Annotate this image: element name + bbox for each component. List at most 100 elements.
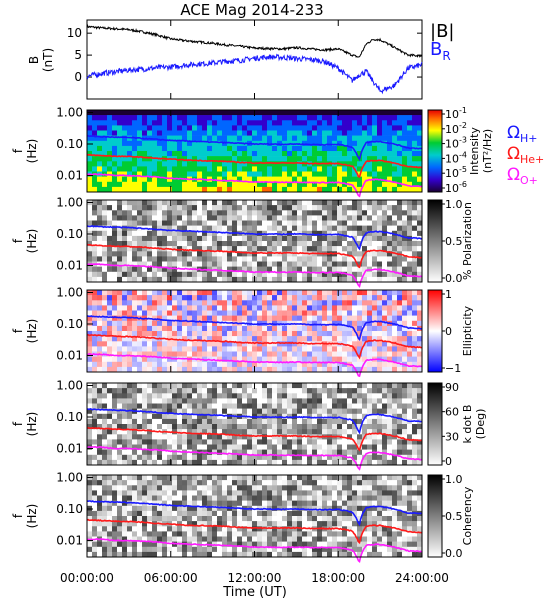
spectrogram-cell [127,300,133,306]
spectrogram-cell [102,235,108,242]
spectrogram-cell [107,310,113,316]
spectrogram-cell [147,156,153,162]
spectrogram-cell [262,541,268,547]
spectrogram-cell [267,256,273,262]
spectrogram-cell [362,449,368,455]
spectrogram-cell [127,230,133,237]
spectrogram-cell [247,225,253,231]
spectrogram-cell [202,115,208,121]
spectrogram-cell [277,305,283,311]
spectrogram-cell [352,315,358,321]
spectrogram-cell [187,424,193,430]
spectrogram-cell [317,424,323,430]
spectrogram-cell [402,424,408,430]
spectrogram-cell [222,140,228,147]
spectrogram-cell [407,215,413,221]
spectrogram-cell [392,366,398,373]
spectrogram-cell [177,315,183,321]
spectrogram-cell [342,356,348,362]
spectrogram-cell [212,459,218,466]
spectrogram-cell [112,475,118,481]
spectrogram-cell [132,546,138,553]
spectrogram-cell [412,130,418,136]
spectrogram-cell [132,429,138,435]
spectrogram-cell [167,256,173,262]
spectrogram-cell [192,403,198,409]
spectrogram-cell [287,454,293,461]
spectrogram-cell [287,341,293,347]
spectrogram-cell [242,459,248,466]
spectrogram-cell [277,125,283,131]
spectrogram-cell [392,388,398,394]
spectrogram-cell [407,413,413,420]
spectrogram-cell [282,135,288,141]
spectrogram-cell [387,151,393,157]
spectrogram-cell [327,225,333,231]
spectrogram-cell [402,115,408,121]
spectrogram-cell [102,225,108,231]
spectrogram-cell [182,459,188,466]
series-line-gyro-H-plus [86,407,423,435]
spectrogram-cell [107,490,113,496]
spectrogram-cell [167,205,173,211]
spectrogram-cell [112,429,118,435]
spectrogram-cell [402,156,408,162]
spectrogram-cell [287,210,293,216]
spectrogram-cell [257,418,263,425]
spectrogram-cell [182,305,188,311]
spectrogram-cell [87,205,93,211]
colorbar-label-unit: (nT²/Hz) [481,129,494,173]
spectrogram-cell [237,439,243,445]
spectrogram-cell [377,115,383,121]
spectrogram-cell [152,341,158,347]
spectrogram-cell [392,356,398,362]
spectrogram-cell [207,110,213,116]
spectrogram-cell [237,536,243,542]
spectrogram-cell [352,454,358,461]
spectrogram-cell [242,215,248,221]
spectrogram-cell [147,516,153,522]
spectrogram-cell [312,310,318,316]
spectrogram-cell [197,290,203,296]
spectrogram-cell [172,475,178,481]
spectrogram-cell [172,115,178,121]
spectrogram-cell [197,120,203,126]
spectrogram-cell [377,125,383,131]
spectrogram-cell [142,516,148,522]
spectrogram-cell [162,140,168,147]
spectrogram-cell [117,413,123,420]
spectrogram-cell [162,300,168,306]
spectrogram-cell [367,418,373,425]
spectrogram-cell [412,271,418,278]
spectrogram-cell [177,383,183,389]
spectrogram-cell [202,480,208,486]
spectrogram-cell [152,449,158,455]
spectrogram-cell [317,261,323,267]
spectrogram-cell [287,361,293,368]
spectrogram-cell [322,408,328,414]
spectrogram-cell [332,439,338,445]
spectrogram-cell [292,331,298,337]
spectrogram-cell [297,130,303,136]
spectrogram-cell [202,434,208,440]
spectrogram-cell [322,156,328,162]
spectrogram-cell [147,541,153,547]
spectrogram-cell [157,120,163,126]
spectrogram-cell [137,413,143,420]
spectrogram-cell [317,331,323,337]
spectrogram-cell [182,500,188,506]
spectrogram-cell [337,120,343,126]
spectrogram-cell [117,429,123,435]
spectrogram-cell [287,161,293,167]
spectrogram-cell [252,115,258,121]
spectrogram-cell [397,256,403,262]
spectrogram-cell [177,200,183,206]
spectrogram-cell [322,171,328,177]
spectrogram-cell [242,295,248,301]
spectrogram-cell [372,166,378,172]
spectrogram-cell [292,341,298,347]
spectrogram-cell [222,161,228,167]
spectrogram-cell [162,408,168,414]
spectrogram-cell [282,305,288,311]
spectrogram-cell [127,186,133,193]
